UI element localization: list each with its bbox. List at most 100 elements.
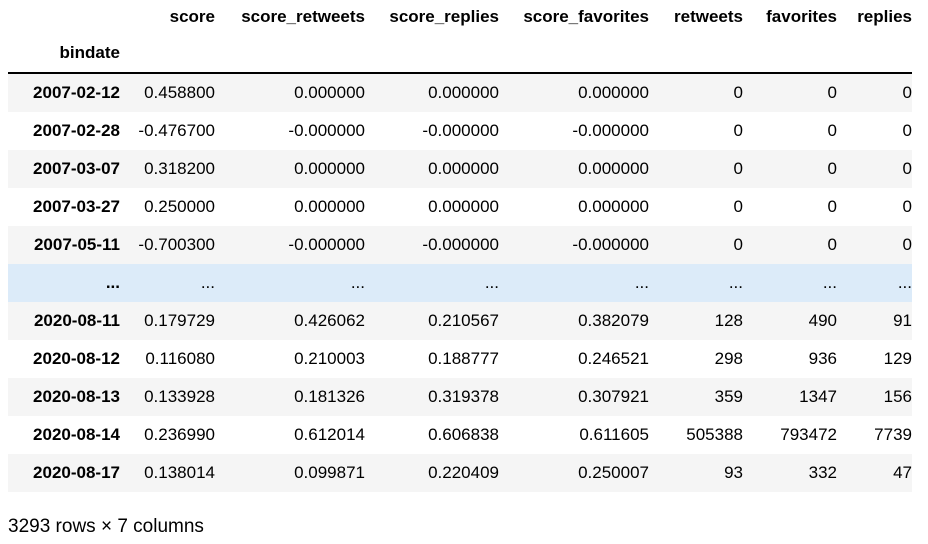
- table-cell: ...: [200, 273, 215, 292]
- table-cell: 0.236990: [144, 425, 215, 444]
- table-cell: 359: [714, 387, 743, 406]
- row-index: 2020-08-14: [33, 425, 120, 444]
- column-header: score: [169, 7, 215, 26]
- column-header-row: score score_retweets score_replies score…: [8, 0, 912, 34]
- table-cell: 0.000000: [578, 197, 649, 216]
- table-cell: 91: [893, 311, 912, 330]
- table-cell: 0.250000: [144, 197, 215, 216]
- table-cell: 0.181326: [294, 387, 365, 406]
- table-cell: 0: [902, 235, 912, 254]
- table-cell: 0.606838: [428, 425, 499, 444]
- table-cell: 0.099871: [294, 463, 365, 482]
- table-cell: 793472: [780, 425, 837, 444]
- table-cell: 0: [827, 121, 837, 140]
- column-header: replies: [857, 7, 912, 26]
- table-cell: -0.700300: [138, 235, 215, 254]
- column-header: favorites: [766, 7, 837, 26]
- table-cell: -0.000000: [572, 235, 649, 254]
- column-header: score_retweets: [241, 7, 365, 26]
- table-cell: 0: [733, 83, 743, 102]
- table-cell: 0.000000: [294, 83, 365, 102]
- table-cell: 0.000000: [294, 197, 365, 216]
- table-cell: 0.250007: [578, 463, 649, 482]
- table-cell: ...: [897, 273, 912, 292]
- table-cell: 0: [827, 197, 837, 216]
- table-cell: ...: [634, 273, 649, 292]
- table-row: 2020-08-12 0.116080 0.210003 0.188777 0.2465…: [8, 340, 912, 378]
- row-index: 2020-08-11: [33, 311, 120, 330]
- table-row: 2007-02-28 -0.476700 -0.000000 -0.000000 -0.…: [8, 112, 912, 150]
- table-cell: 0.611605: [579, 425, 649, 444]
- table-cell: 7739: [874, 425, 912, 444]
- table-cell: 0.188777: [428, 349, 499, 368]
- table-cell: 0: [902, 83, 912, 102]
- table-row: 2007-05-11 -0.700300 -0.000000 -0.000000 -0.…: [8, 226, 912, 264]
- table-cell: 490: [808, 311, 837, 330]
- table-cell: 0: [733, 235, 743, 254]
- table-cell: 0.426062: [294, 311, 365, 330]
- table-cell: 0.210003: [294, 349, 365, 368]
- table-cell: -0.000000: [422, 235, 499, 254]
- table-cell: 0.220409: [428, 463, 499, 482]
- row-index: 2020-08-17: [33, 463, 120, 482]
- table-cell: 0: [902, 197, 912, 216]
- column-header: score_favorites: [523, 7, 649, 26]
- table-cell: 93: [724, 463, 743, 482]
- table-cell: 0.000000: [428, 197, 499, 216]
- table-cell: -0.000000: [288, 235, 365, 254]
- table-cell: 128: [714, 311, 743, 330]
- table-cell: 298: [714, 349, 743, 368]
- table-cell: 0.000000: [578, 83, 649, 102]
- table-cell: 0.179729: [144, 311, 215, 330]
- dataframe-table: score score_retweets score_replies score…: [8, 0, 912, 492]
- table-cell: ...: [484, 273, 499, 292]
- table-cell: 0.116080: [145, 349, 215, 368]
- row-index: 2007-03-27: [33, 197, 120, 216]
- table-row: 2020-08-11 0.179729 0.426062 0.210567 0.3820…: [8, 302, 912, 340]
- table-row: 2007-03-27 0.250000 0.000000 0.000000 0.0000…: [8, 188, 912, 226]
- table-row: 2020-08-17 0.138014 0.099871 0.220409 0.2500…: [8, 454, 912, 492]
- row-index: 2007-05-11: [33, 235, 120, 254]
- table-cell: 0: [733, 197, 743, 216]
- table-cell: 0.000000: [428, 83, 499, 102]
- table-cell: 0.246521: [578, 349, 649, 368]
- table-cell: ...: [350, 273, 365, 292]
- table-cell: 0.138014: [144, 463, 215, 482]
- table-cell: 0.307921: [578, 387, 649, 406]
- shape-summary: 3293 rows × 7 columns: [8, 516, 204, 537]
- table-cell: 0.319378: [428, 387, 499, 406]
- table-cell: -0.000000: [572, 121, 649, 140]
- table-cell: -0.000000: [422, 121, 499, 140]
- table-cell: 505388: [686, 425, 743, 444]
- table-cell: 47: [893, 463, 912, 482]
- table-row: 2007-03-07 0.318200 0.000000 0.000000 0.0000…: [8, 150, 912, 188]
- table-body: 2007-02-12 0.458800 0.000000 0.000000 0.0000…: [8, 73, 912, 492]
- index-name: bindate: [8, 34, 120, 74]
- column-header: score_replies: [389, 7, 499, 26]
- row-index: 2007-02-12: [33, 83, 120, 102]
- table-cell: -0.000000: [288, 121, 365, 140]
- table-cell: 0.000000: [578, 159, 649, 178]
- table-cell: 936: [808, 349, 837, 368]
- table-cell: 0: [733, 159, 743, 178]
- table-cell: 0: [902, 121, 912, 140]
- table-cell: 0.612014: [294, 425, 365, 444]
- table-header: score score_retweets score_replies score…: [8, 0, 912, 74]
- row-index: ...: [105, 273, 120, 292]
- table-row: ........................: [8, 264, 912, 302]
- column-header: retweets: [674, 7, 743, 26]
- table-cell: 0: [827, 235, 837, 254]
- table-cell: 0.000000: [428, 159, 499, 178]
- table-cell: 0: [827, 83, 837, 102]
- table-cell: 0.000000: [294, 159, 365, 178]
- table-cell: 0.133928: [144, 387, 215, 406]
- table-row: 2020-08-14 0.236990 0.612014 0.606838 0.6116…: [8, 416, 912, 454]
- table-cell: 0.210567: [428, 311, 499, 330]
- table-cell: -0.476700: [138, 121, 215, 140]
- table-cell: 0: [902, 159, 912, 178]
- index-name-row: bindate: [8, 34, 912, 74]
- table-cell: 0.382079: [578, 311, 649, 330]
- table-cell: 0.458800: [144, 83, 215, 102]
- table-cell: ...: [728, 273, 743, 292]
- table-row: 2020-08-13 0.133928 0.181326 0.319378 0.3079…: [8, 378, 912, 416]
